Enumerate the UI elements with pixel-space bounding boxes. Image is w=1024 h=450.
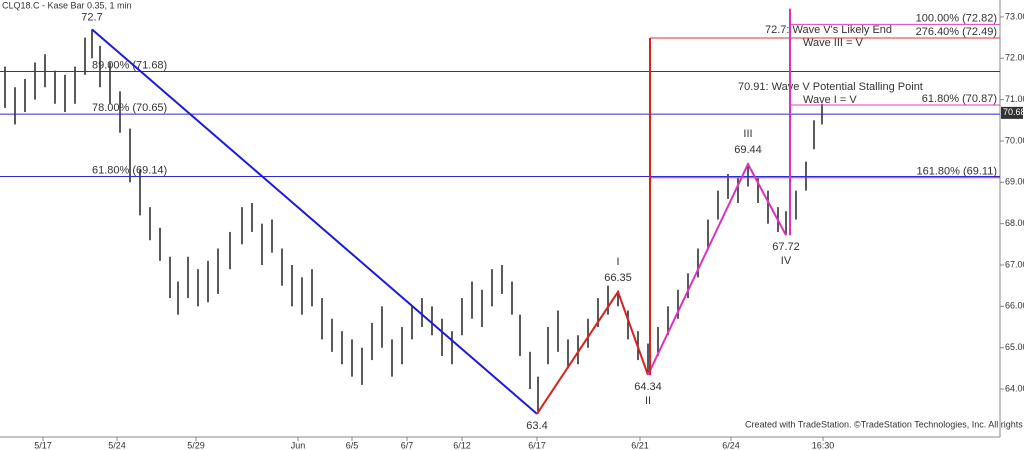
y-tick-label: 66.00: [1005, 301, 1024, 311]
wave-label: I: [616, 256, 619, 268]
x-tick-label: 6/24: [722, 440, 740, 450]
last-price-tag: [1001, 106, 1023, 119]
y-tick-label: 69.00: [1005, 177, 1024, 187]
wave-label: IV: [781, 255, 792, 267]
wave-line: [91, 28, 538, 415]
x-tick-label: 6/5: [346, 440, 359, 450]
x-tick-label: 6/21: [631, 440, 649, 450]
last-price: 70.68: [1003, 107, 1024, 117]
credit: Created with TradeStation. ©TradeStation…: [745, 419, 1024, 429]
wave-label: 72.7: [81, 11, 102, 23]
chart-title: CLQ18.C - Kase Bar 0.35, 1 min: [2, 0, 132, 10]
level-label: 100.00% (72.82): [916, 12, 997, 24]
wave-label: 63.4: [526, 420, 547, 432]
y-tick-label: 65.00: [1005, 342, 1024, 352]
level-label: 89.00% (71.68): [92, 59, 167, 71]
level-label: 61.80% (70.87): [922, 93, 997, 105]
annotation: Wave III = V: [803, 37, 863, 49]
wave-label: 69.44: [734, 144, 762, 156]
y-tick-label: 72.00: [1005, 53, 1024, 63]
level-label: 161.80% (69.11): [916, 166, 997, 178]
wave-label: III: [743, 128, 752, 140]
x-tick-label: Jun: [291, 440, 306, 450]
x-tick-label: 6/7: [401, 440, 414, 450]
y-tick-label: 68.00: [1005, 218, 1024, 228]
x-tick-label: 6/17: [528, 440, 546, 450]
annotation: Wave I = V: [803, 94, 857, 106]
y-tick-label: 67.00: [1005, 259, 1024, 269]
wave-label: 66.35: [604, 272, 632, 284]
x-tick-label: 16:30: [812, 440, 835, 450]
x-tick-label: 5/24: [108, 440, 126, 450]
y-tick-label: 64.00: [1005, 383, 1024, 393]
wave-label: II: [645, 395, 651, 407]
wave-label: 64.34: [634, 381, 662, 393]
x-tick-label: 5/29: [187, 440, 205, 450]
y-tick-label: 71.00: [1005, 94, 1024, 104]
y-tick-label: 73.00: [1005, 11, 1024, 21]
annotation: 72.7: Wave V's Likely End: [765, 24, 892, 36]
level-label: 78.00% (70.65): [92, 102, 167, 114]
x-tick-label: 5/17: [34, 440, 52, 450]
level-label: 61.80% (69.14): [92, 164, 167, 176]
wave-line: [536, 289, 649, 415]
level-label: 276.40% (72.49): [916, 26, 997, 38]
wave-line: [647, 161, 787, 376]
annotation: 70.91: Wave V Potential Stalling Point: [738, 81, 923, 93]
y-tick-label: 70.00: [1005, 135, 1024, 145]
wave-label: 67.72: [772, 241, 800, 253]
x-tick-label: 6/12: [453, 440, 471, 450]
